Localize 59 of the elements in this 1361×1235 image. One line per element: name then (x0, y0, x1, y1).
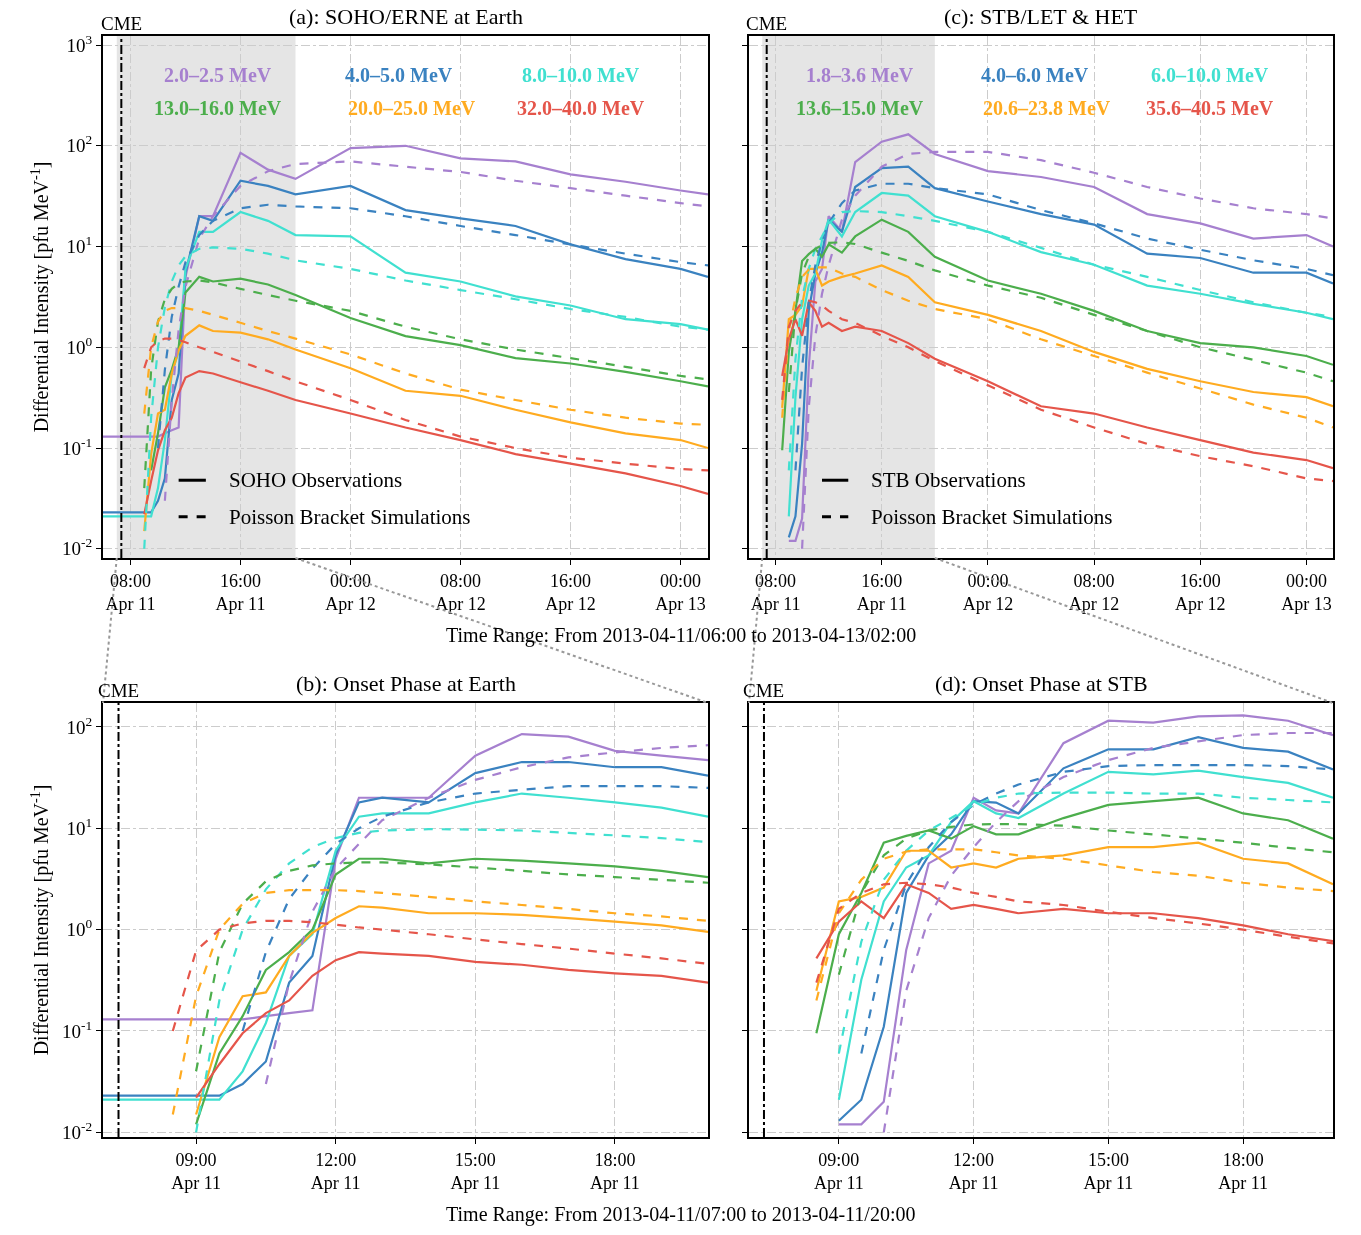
x-tick-label: 08:00 Apr 12 (1068, 570, 1120, 614)
y-tick-label: 10$^{-2}$ (62, 535, 93, 560)
x-tick-label: 12:00 Apr 11 (310, 1149, 361, 1193)
text: 13.6–15.0 MeV (796, 97, 924, 119)
x-tick-label: 18:00 Apr 11 (1218, 1149, 1269, 1193)
text: 1.8–3.6 MeV (806, 64, 914, 86)
line-series (143, 324, 708, 533)
text: 13.0–16.0 MeV (154, 97, 282, 119)
ref-line-label: CME (746, 13, 788, 34)
x-tick-label: 16:00 Apr 12 (545, 570, 596, 614)
text: 35.6–40.5 MeV (1146, 97, 1274, 119)
annotation: Poisson Bracket Simulations (871, 505, 1113, 529)
text: 4.0–6.0 MeV (981, 64, 1089, 86)
chart-title: (c): STB/LET & HET (944, 4, 1138, 29)
x-axis-title: Time Range: From 2013-04-11/06:00 to 2013-04-13/02:00 (446, 624, 917, 647)
text: 6.0–10.0 MeV (1151, 64, 1269, 86)
ref-line-label: CME (98, 680, 140, 701)
text: 20.0–25.0 MeV (348, 97, 476, 119)
y-tick-label: 10$^{2}$ (66, 132, 93, 157)
text: 2.0–2.5 MeV (164, 64, 272, 86)
ref-line-label: CME (743, 680, 785, 701)
text: 20.6–23.8 MeV (983, 97, 1111, 119)
x-tick-label: 08:00 Apr 12 (435, 570, 486, 614)
x-tick-label: 15:00 Apr 11 (450, 1149, 501, 1193)
line-series (194, 951, 708, 1099)
y-tick-label: 10$^{-1}$ (62, 434, 93, 459)
x-axis-title: Time Range: From 2013-04-11/07:00 to 2013-04-11/20:00 (446, 1203, 916, 1226)
x-tick-label: 12:00 Apr 11 (948, 1149, 999, 1193)
x-tick-label: 08:00 Apr 11 (750, 570, 801, 614)
y-tick-label: 10$^{-1}$ (62, 1017, 93, 1042)
x-tick-label: 00:00 Apr 13 (655, 570, 706, 614)
x-tick-label: 16:00 Apr 11 (215, 570, 266, 614)
y-tick-label: 10$^{2}$ (66, 713, 93, 738)
text: 8.0–10.0 MeV (522, 64, 640, 86)
y-tick-label: 10$^{0}$ (66, 916, 93, 941)
chart-title: (d): Onset Phase at STB (935, 671, 1148, 696)
x-tick-label: 09:00 Apr 11 (171, 1149, 221, 1193)
x-tick-label: 16:00 Apr 11 (856, 570, 907, 614)
text: 32.0–40.0 MeV (517, 97, 645, 119)
chart-title: (b): Onset Phase at Earth (296, 671, 516, 696)
y-tick-label: 10$^{1}$ (66, 233, 93, 258)
y-tick-label: 10$^{3}$ (66, 31, 93, 56)
y-tick-label: 10$^{0}$ (66, 333, 93, 358)
annotation: STB Observations (871, 468, 1026, 492)
x-tick-label: 15:00 Apr 11 (1083, 1149, 1134, 1193)
y-tick-label: 10$^{-2}$ (62, 1119, 93, 1144)
chart-title: (a): SOHO/ERNE at Earth (289, 4, 523, 29)
x-tick-label: 00:00 Apr 12 (325, 570, 376, 614)
x-tick-label: 16:00 Apr 12 (1175, 570, 1226, 614)
x-tick-label: 00:00 Apr 12 (962, 570, 1014, 614)
x-tick-label: 18:00 Apr 11 (590, 1149, 640, 1193)
y-tick-label: 10$^{1}$ (66, 814, 93, 839)
x-tick-label: 09:00 Apr 11 (813, 1149, 864, 1193)
annotation: SOHO Observations (229, 468, 403, 492)
text: 4.0–5.0 MeV (345, 64, 453, 86)
ref-line-label: CME (101, 13, 143, 34)
x-tick-label: 08:00 Apr 11 (105, 570, 156, 614)
annotation: Poisson Bracket Simulations (229, 505, 471, 529)
x-tick-label: 00:00 Apr 13 (1281, 570, 1332, 614)
